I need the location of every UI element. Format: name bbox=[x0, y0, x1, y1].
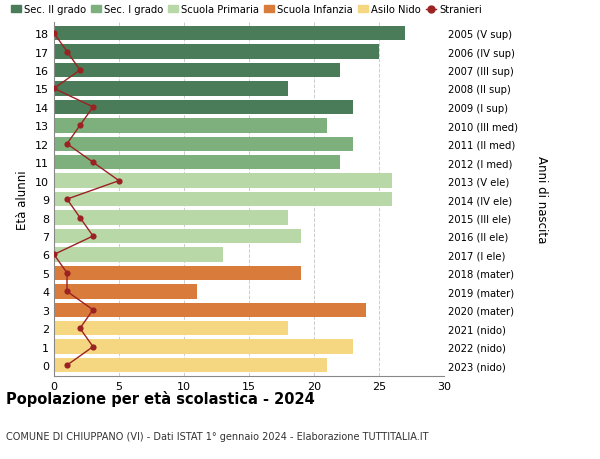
Bar bbox=[54, 230, 301, 244]
Bar bbox=[54, 358, 327, 373]
Point bbox=[114, 178, 124, 185]
Bar bbox=[54, 285, 197, 299]
Bar bbox=[54, 101, 353, 115]
Point bbox=[75, 325, 85, 332]
Point bbox=[49, 30, 59, 38]
Bar bbox=[54, 303, 366, 317]
Point bbox=[75, 123, 85, 130]
Bar bbox=[54, 321, 288, 336]
Bar bbox=[54, 119, 327, 133]
Point bbox=[88, 343, 98, 351]
Bar bbox=[54, 82, 288, 96]
Point bbox=[75, 67, 85, 74]
Bar bbox=[54, 174, 392, 189]
Bar bbox=[54, 266, 301, 280]
Bar bbox=[54, 27, 405, 41]
Point bbox=[62, 141, 72, 148]
Bar bbox=[54, 64, 340, 78]
Bar bbox=[54, 340, 353, 354]
Point bbox=[62, 196, 72, 203]
Text: Popolazione per età scolastica - 2024: Popolazione per età scolastica - 2024 bbox=[6, 390, 315, 406]
Bar bbox=[54, 248, 223, 262]
Bar bbox=[54, 45, 379, 60]
Point bbox=[62, 49, 72, 56]
Point bbox=[62, 362, 72, 369]
Point bbox=[88, 307, 98, 314]
Point bbox=[49, 251, 59, 258]
Point bbox=[88, 233, 98, 240]
Point bbox=[62, 269, 72, 277]
Bar bbox=[54, 211, 288, 225]
Bar bbox=[54, 156, 340, 170]
Point bbox=[62, 288, 72, 296]
Text: COMUNE DI CHIUPPANO (VI) - Dati ISTAT 1° gennaio 2024 - Elaborazione TUTTITALIA.: COMUNE DI CHIUPPANO (VI) - Dati ISTAT 1°… bbox=[6, 431, 428, 441]
Y-axis label: Anni di nascita: Anni di nascita bbox=[535, 156, 548, 243]
Point bbox=[75, 214, 85, 222]
Legend: Sec. II grado, Sec. I grado, Scuola Primaria, Scuola Infanzia, Asilo Nido, Stran: Sec. II grado, Sec. I grado, Scuola Prim… bbox=[11, 5, 482, 15]
Bar bbox=[54, 192, 392, 207]
Point bbox=[88, 104, 98, 111]
Y-axis label: Età alunni: Età alunni bbox=[16, 170, 29, 230]
Point bbox=[88, 159, 98, 167]
Bar bbox=[54, 137, 353, 151]
Point bbox=[49, 85, 59, 93]
